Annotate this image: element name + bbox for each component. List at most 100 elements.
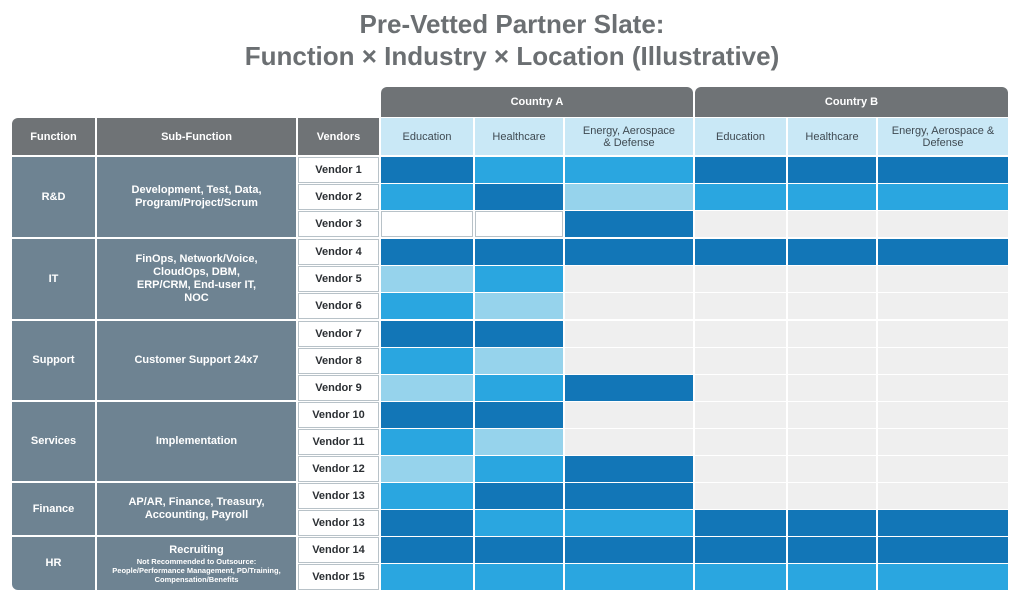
matrix-cell-b-education	[695, 402, 786, 428]
matrix-cell-b-healthcare	[788, 293, 876, 319]
sub-function-hr-note: Not Recommended to Outsource: People/Per…	[112, 556, 281, 584]
matrix-cell-a-healthcare	[475, 564, 563, 590]
matrix-cell-a-energy	[565, 537, 693, 563]
vendor-label: Vendor 1	[298, 157, 379, 183]
matrix-cell-b-healthcare	[788, 483, 876, 509]
function-rnd: R&D	[12, 157, 95, 237]
matrix-cell-a-education	[381, 510, 473, 536]
matrix-cell-a-healthcare	[475, 429, 563, 455]
matrix-cell-b-education	[695, 184, 786, 210]
matrix-cell-b-healthcare	[788, 402, 876, 428]
matrix-cell-b-healthcare	[788, 348, 876, 374]
matrix-cell-b-healthcare	[788, 321, 876, 347]
matrix-cell-b-healthcare	[788, 537, 876, 563]
function-hr: HR	[12, 537, 95, 590]
page-title: Pre-Vetted Partner Slate: Function × Ind…	[0, 8, 1024, 72]
column-header-a-education: Education	[381, 118, 473, 155]
vendor-label: Vendor 9	[298, 375, 379, 401]
matrix-cell-b-education	[695, 266, 786, 292]
vendor-label: Vendor 10	[298, 402, 379, 428]
vendor-label: Vendor 12	[298, 456, 379, 482]
matrix-cell-b-energy	[878, 456, 1008, 482]
matrix-cell-a-energy	[565, 184, 693, 210]
matrix-cell-a-education	[381, 184, 473, 210]
matrix-cell-a-healthcare	[475, 483, 563, 509]
function-services: Services	[12, 402, 95, 481]
matrix-cell-b-healthcare	[788, 239, 876, 265]
matrix-cell-a-energy	[565, 211, 693, 237]
column-header-a-healthcare: Healthcare	[475, 118, 563, 155]
function-finance: Finance	[12, 483, 95, 535]
country-a-header: Country A	[381, 87, 693, 117]
matrix-cell-b-energy	[878, 184, 1008, 210]
matrix-cell-b-education	[695, 483, 786, 509]
matrix-cell-a-energy	[565, 321, 693, 347]
matrix-cell-a-energy	[565, 266, 693, 292]
sub-function-support: Customer Support 24x7	[97, 321, 296, 400]
vendor-label: Vendor 14	[298, 537, 379, 563]
matrix-cell-b-healthcare	[788, 211, 876, 237]
matrix-cell-b-education	[695, 375, 786, 401]
vendor-label: Vendor 7	[298, 321, 379, 347]
vendor-label: Vendor 15	[298, 564, 379, 590]
matrix-cell-b-energy	[878, 321, 1008, 347]
sub-function-hr: Recruiting Not Recommended to Outsource:…	[97, 537, 296, 590]
vendor-label: Vendor 5	[298, 266, 379, 292]
matrix-cell-b-education	[695, 456, 786, 482]
matrix-cell-b-energy	[878, 537, 1008, 563]
matrix-cell-a-education	[381, 239, 473, 265]
matrix-cell-a-energy	[565, 402, 693, 428]
function-column-header: Function	[12, 118, 95, 155]
matrix-cell-b-education	[695, 537, 786, 563]
matrix-cell-a-education	[381, 402, 473, 428]
matrix-cell-a-education	[381, 321, 473, 347]
matrix-cell-a-education	[381, 483, 473, 509]
matrix-cell-b-education	[695, 239, 786, 265]
matrix-cell-b-healthcare	[788, 375, 876, 401]
vendor-label: Vendor 13	[298, 483, 379, 509]
matrix-cell-a-healthcare	[475, 321, 563, 347]
matrix-cell-a-education	[381, 429, 473, 455]
column-header-b-healthcare: Healthcare	[788, 118, 876, 155]
vendors-column-header: Vendors	[298, 118, 379, 155]
matrix-cell-a-education	[381, 266, 473, 292]
vendor-label: Vendor 6	[298, 293, 379, 319]
matrix-cell-a-education	[381, 348, 473, 374]
matrix-cell-b-energy	[878, 266, 1008, 292]
matrix-cell-a-healthcare	[475, 348, 563, 374]
matrix-cell-b-energy	[878, 564, 1008, 590]
matrix-cell-b-education	[695, 348, 786, 374]
matrix-cell-a-energy	[565, 429, 693, 455]
matrix-cell-a-energy	[565, 564, 693, 590]
matrix-cell-a-energy	[565, 510, 693, 536]
matrix-cell-a-energy	[565, 375, 693, 401]
matrix-cell-b-energy	[878, 510, 1008, 536]
vendor-label: Vendor 11	[298, 429, 379, 455]
matrix-cell-b-education	[695, 564, 786, 590]
matrix-cell-a-healthcare	[475, 157, 563, 183]
matrix-cell-a-healthcare	[475, 456, 563, 482]
matrix-cell-b-healthcare	[788, 456, 876, 482]
vendor-label: Vendor 2	[298, 184, 379, 210]
sub-function-finance: AP/AR, Finance, Treasury, Accounting, Pa…	[97, 483, 296, 535]
matrix-cell-a-healthcare	[475, 375, 563, 401]
matrix-cell-b-energy	[878, 348, 1008, 374]
matrix-cell-a-education	[381, 293, 473, 319]
matrix-cell-b-energy	[878, 429, 1008, 455]
matrix-cell-a-education	[381, 157, 473, 183]
title-line-1: Pre-Vetted Partner Slate:	[359, 9, 665, 39]
matrix-cell-a-energy	[565, 483, 693, 509]
function-support: Support	[12, 321, 95, 400]
matrix-cell-b-healthcare	[788, 266, 876, 292]
matrix-cell-a-education	[381, 375, 473, 401]
matrix-cell-b-healthcare	[788, 429, 876, 455]
sub-function-it: FinOps, Network/Voice, CloudOps, DBM, ER…	[97, 239, 296, 319]
matrix-cell-b-education	[695, 293, 786, 319]
matrix-cell-a-energy	[565, 456, 693, 482]
column-header-b-education: Education	[695, 118, 786, 155]
matrix-cell-b-energy	[878, 157, 1008, 183]
sub-function-rnd: Development, Test, Data, Program/Project…	[97, 157, 296, 237]
matrix-cell-b-healthcare	[788, 564, 876, 590]
column-header-a-energy: Energy, Aerospace & Defense	[565, 118, 693, 155]
title-line-2: Function × Industry × Location (Illustra…	[244, 41, 780, 71]
